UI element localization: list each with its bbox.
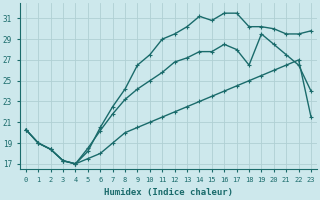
X-axis label: Humidex (Indice chaleur): Humidex (Indice chaleur) (104, 188, 233, 197)
